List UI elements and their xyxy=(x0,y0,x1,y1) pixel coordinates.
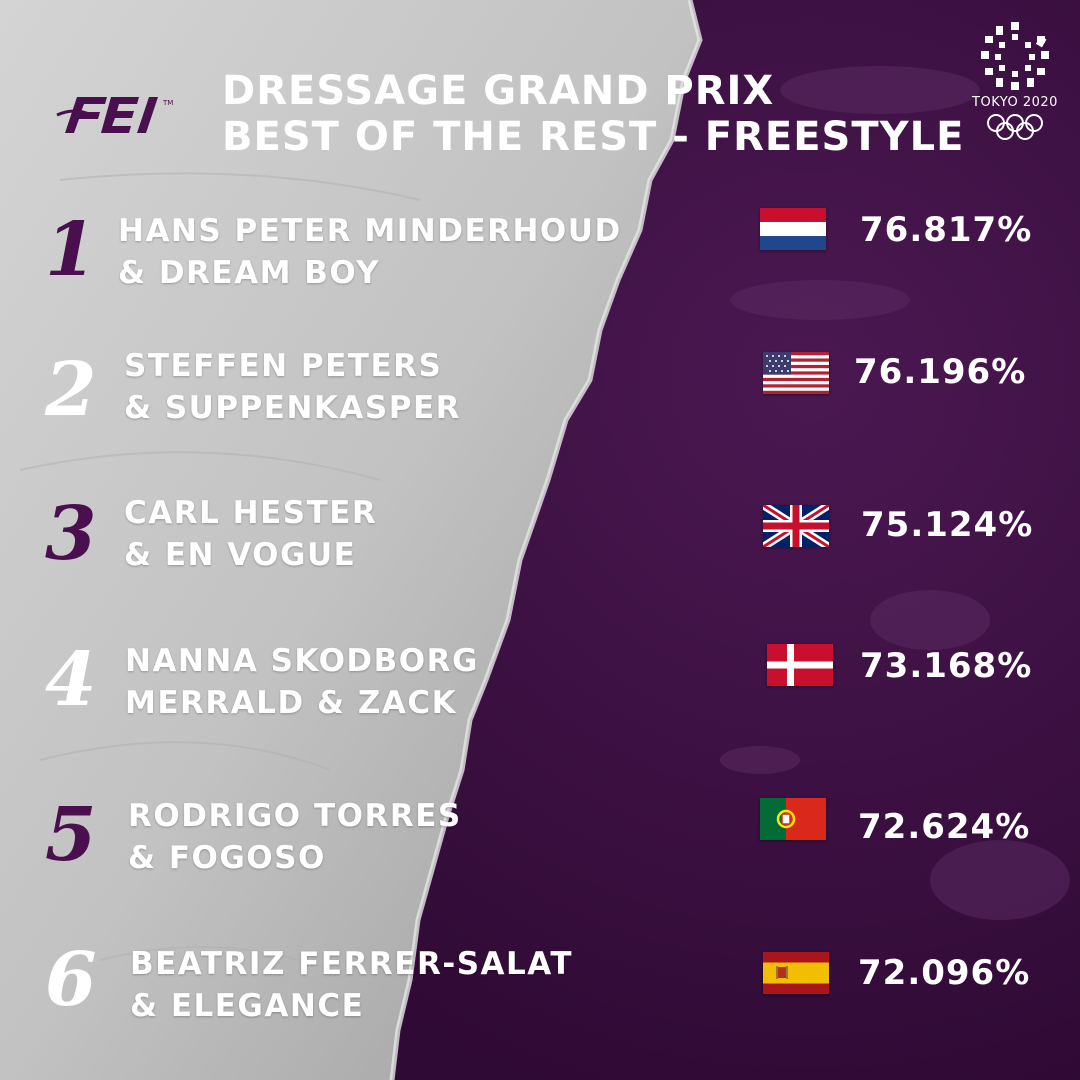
result-row: 5 RODRIGO TORRES & FOGOSO 72.624% xyxy=(0,795,1080,915)
tokyo-2020-label: TOKYO 2020 xyxy=(972,95,1058,110)
score-value: 75.124% xyxy=(861,505,1034,545)
score-value: 76.817% xyxy=(860,210,1033,250)
fei-logo: TM xyxy=(56,97,173,133)
rider-line: RODRIGO TORRES xyxy=(128,798,462,834)
rank-number: 6 xyxy=(45,937,97,1023)
horse-line: & EN VOGUE xyxy=(124,537,357,573)
rider-line: HANS PETER MINDERHOUD xyxy=(118,213,622,249)
title-line-1: DRESSAGE GRAND PRIX xyxy=(222,68,775,114)
denmark-flag-icon xyxy=(767,644,833,686)
rider-horse-name: NANNA SKODBORG MERRALD & ZACK xyxy=(125,640,479,724)
portugal-flag-icon xyxy=(760,798,826,840)
rank-number: 2 xyxy=(45,347,97,433)
rider-line: STEFFEN PETERS xyxy=(124,348,443,384)
spain-flag-icon xyxy=(763,952,829,994)
horse-line: & DREAM BOY xyxy=(118,255,381,291)
score-value: 73.168% xyxy=(860,646,1033,686)
rider-horse-name: CARL HESTER & EN VOGUE xyxy=(124,492,377,576)
netherlands-flag-icon xyxy=(760,208,826,250)
result-row: 4 NANNA SKODBORG MERRALD & ZACK 73.168% xyxy=(0,640,1080,760)
rider-horse-name: RODRIGO TORRES & FOGOSO xyxy=(128,795,462,879)
rider-horse-name: HANS PETER MINDERHOUD & DREAM BOY xyxy=(118,210,622,294)
horse-line: & SUPPENKASPER xyxy=(124,390,461,426)
rank-number: 5 xyxy=(45,792,97,878)
rank-number: 1 xyxy=(45,207,97,293)
rider-line: NANNA SKODBORG xyxy=(125,643,479,679)
rider-line: CARL HESTER xyxy=(124,495,378,531)
score-value: 76.196% xyxy=(854,352,1027,392)
result-row: 1 HANS PETER MINDERHOUD & DREAM BOY 76.8… xyxy=(0,205,1080,325)
rider-line: BEATRIZ FERRER-SALAT xyxy=(130,946,574,982)
svg-text:TM: TM xyxy=(162,99,173,107)
horse-line: MERRALD & ZACK xyxy=(125,685,458,721)
rider-horse-name: STEFFEN PETERS & SUPPENKASPER xyxy=(124,345,461,429)
result-row: 3 CARL HESTER & EN VOGUE 75.124% xyxy=(0,492,1080,612)
uk-flag-icon xyxy=(763,505,829,547)
rank-number: 4 xyxy=(45,637,97,723)
rider-horse-name: BEATRIZ FERRER-SALAT & ELEGANCE xyxy=(130,943,573,1027)
olympic-rings-icon xyxy=(987,114,1043,140)
rank-number: 3 xyxy=(45,491,97,577)
page-title: DRESSAGE GRAND PRIX BEST OF THE REST - F… xyxy=(222,68,964,160)
result-row: 6 BEATRIZ FERRER-SALAT & ELEGANCE 72.096… xyxy=(0,940,1080,1060)
horse-line: & FOGOSO xyxy=(128,840,326,876)
tokyo-checker-icon xyxy=(981,22,1049,90)
usa-flag-icon xyxy=(763,352,829,394)
score-value: 72.096% xyxy=(858,953,1031,993)
title-line-2: BEST OF THE REST - FREESTYLE xyxy=(222,114,965,160)
tokyo-2020-emblem: TOKYO 2020 xyxy=(970,18,1060,140)
result-row: 2 STEFFEN PETERS & SUPPENKASPER xyxy=(0,345,1080,465)
horse-line: & ELEGANCE xyxy=(130,988,365,1024)
score-value: 72.624% xyxy=(858,807,1031,847)
